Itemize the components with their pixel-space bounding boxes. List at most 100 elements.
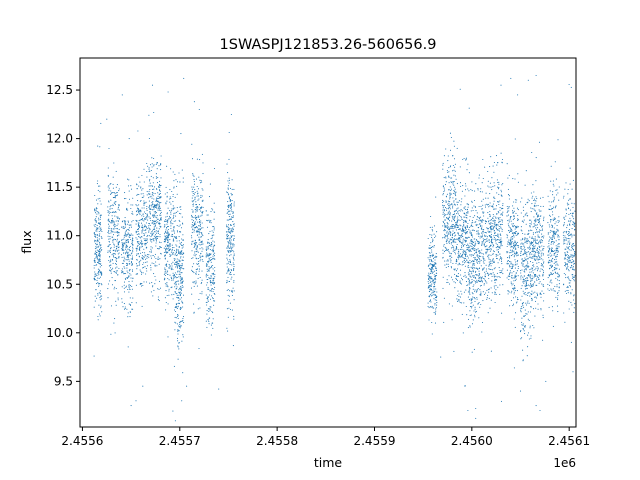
data-point: [202, 235, 204, 237]
data-point: [193, 254, 195, 256]
data-point: [512, 251, 514, 253]
data-point: [116, 225, 118, 227]
data-point: [462, 238, 464, 240]
data-point: [168, 215, 171, 217]
data-point: [196, 190, 198, 192]
data-point: [127, 209, 129, 211]
data-point: [227, 247, 229, 249]
data-point: [442, 287, 444, 289]
data-point: [97, 256, 99, 258]
data-point: [227, 316, 229, 318]
data-point: [142, 196, 144, 198]
data-point: [107, 206, 109, 208]
data-point: [110, 204, 112, 207]
data-point: [500, 219, 502, 221]
data-point: [165, 229, 167, 231]
data-point: [164, 255, 166, 257]
data-point: [151, 166, 153, 168]
data-point: [174, 274, 176, 276]
data-point: [129, 245, 131, 247]
data-point: [528, 319, 530, 322]
data-point: [465, 256, 467, 258]
data-point: [524, 326, 526, 328]
data-point: [137, 130, 139, 132]
data-point: [132, 240, 134, 242]
data-point: [138, 220, 140, 222]
data-point: [478, 177, 480, 179]
data-point: [157, 298, 159, 300]
data-point: [478, 220, 480, 222]
data-point: [152, 214, 154, 216]
data-point: [195, 273, 197, 275]
data-point: [171, 267, 173, 269]
data-point: [197, 251, 199, 253]
data-point: [450, 227, 453, 229]
data-point: [165, 216, 167, 218]
data-point: [525, 223, 527, 225]
data-point: [175, 292, 177, 295]
data-point: [500, 213, 502, 215]
data-point: [138, 233, 140, 235]
data-point: [508, 261, 511, 263]
data-point: [172, 238, 174, 240]
data-point: [483, 211, 485, 213]
data-point: [468, 274, 470, 276]
data-point: [521, 269, 523, 271]
data-point: [117, 217, 119, 219]
data-point: [153, 208, 155, 210]
data-point: [493, 285, 495, 287]
data-point: [486, 282, 488, 284]
data-point: [431, 264, 433, 266]
data-point: [191, 237, 193, 239]
data-point: [480, 235, 482, 237]
data-point: [474, 205, 476, 208]
data-point: [127, 223, 129, 225]
data-point: [211, 281, 213, 283]
data-point: [473, 238, 475, 240]
data-point: [451, 215, 453, 217]
data-point: [521, 220, 523, 222]
data-point: [136, 214, 138, 216]
data-point: [501, 230, 503, 232]
data-point: [132, 297, 134, 299]
data-point: [486, 228, 489, 230]
data-point: [166, 213, 168, 215]
data-point: [94, 212, 97, 214]
data-point: [194, 250, 196, 252]
data-point: [448, 241, 450, 243]
data-point: [525, 269, 528, 271]
data-point: [116, 191, 118, 194]
data-point: [521, 262, 523, 264]
data-point: [180, 306, 182, 308]
data-point: [154, 225, 156, 227]
data-point: [432, 240, 434, 242]
data-point: [457, 290, 459, 292]
data-point: [125, 241, 127, 243]
data-point: [131, 243, 133, 245]
data-point: [99, 228, 101, 230]
data-point: [493, 238, 495, 240]
data-point: [509, 249, 511, 251]
data-point: [448, 182, 450, 184]
data-point: [477, 241, 479, 243]
data-point: [132, 213, 134, 215]
data-point: [136, 213, 139, 216]
data-point: [196, 207, 198, 209]
data-point: [495, 285, 497, 287]
data-point: [145, 222, 147, 224]
data-point: [193, 175, 195, 177]
data-point: [127, 232, 129, 234]
data-point: [206, 226, 209, 228]
data-point: [499, 269, 501, 272]
data-point: [159, 214, 161, 216]
data-point: [498, 201, 500, 203]
data-point: [517, 260, 519, 262]
data-point: [100, 236, 102, 238]
data-point: [447, 155, 449, 157]
data-point: [153, 232, 155, 234]
data-point: [522, 281, 524, 283]
data-point: [499, 207, 501, 209]
data-point: [206, 265, 208, 267]
data-point: [149, 212, 151, 214]
data-point: [491, 243, 493, 245]
